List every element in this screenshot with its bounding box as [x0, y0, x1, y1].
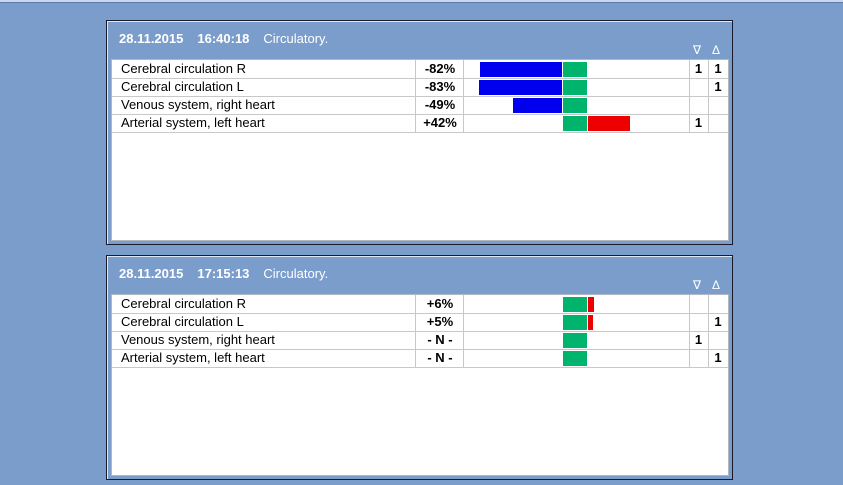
neutral-segment — [563, 80, 587, 95]
deviation-bar — [464, 78, 690, 96]
down-count — [689, 349, 709, 367]
up-count — [709, 331, 727, 349]
down-count — [689, 295, 709, 313]
down-triangle-icon: ∇ — [693, 278, 702, 292]
parameter-value: - N - — [417, 349, 464, 367]
down-count — [689, 96, 709, 114]
positive-segment — [588, 315, 593, 330]
neutral-segment — [563, 333, 587, 348]
up-triangle-icon: Δ — [712, 278, 721, 292]
deviation-bar — [464, 313, 690, 331]
panel-label: Circulatory. — [263, 31, 329, 46]
results-table: Cerebral circulation R +6% Cerebral circ… — [111, 294, 729, 476]
positive-segment — [588, 116, 630, 131]
up-count — [709, 96, 727, 114]
down-count: 1 — [689, 114, 709, 132]
table-row[interactable]: Arterial system, left heart +42% 1 — [112, 114, 728, 133]
parameter-value: - N - — [417, 331, 464, 349]
negative-segment — [513, 98, 562, 113]
results-table: Cerebral circulation R -82% 1 1 Cerebral… — [111, 59, 729, 241]
table-row[interactable]: Arterial system, left heart - N - 1 — [112, 349, 728, 368]
parameter-name: Arterial system, left heart — [112, 114, 416, 132]
table-row[interactable]: Cerebral circulation L +5% 1 — [112, 313, 728, 332]
panel-header: 28.11.2015 17:15:13 Circulatory. — [119, 266, 328, 281]
deviation-bar — [464, 96, 690, 114]
down-count: 1 — [689, 331, 709, 349]
up-count: 1 — [714, 79, 722, 94]
measurement-panel: 28.11.2015 17:15:13 Circulatory. ∇ Δ Cereb… — [106, 255, 733, 480]
down-count — [689, 78, 709, 96]
parameter-name: Cerebral circulation R — [112, 60, 416, 78]
down-count — [689, 313, 709, 331]
neutral-segment — [563, 297, 587, 312]
negative-segment — [480, 62, 562, 77]
parameter-name: Cerebral circulation L — [112, 313, 416, 331]
parameter-name: Cerebral circulation R — [112, 295, 416, 313]
negative-segment — [479, 80, 562, 95]
panel-header: 28.11.2015 16:40:18 Circulatory. — [119, 31, 328, 46]
table-row[interactable]: Cerebral circulation R -82% 1 1 — [112, 60, 728, 79]
neutral-segment — [563, 62, 587, 77]
parameter-name: Cerebral circulation L — [112, 78, 416, 96]
up-count: 1 — [714, 314, 722, 329]
table-row[interactable]: Venous system, right heart - N - 1 — [112, 331, 728, 350]
down-triangle-icon: ∇ — [693, 43, 702, 57]
panel-time: 17:15:13 — [197, 266, 250, 281]
deviation-bar — [464, 295, 690, 313]
neutral-segment — [563, 116, 587, 131]
parameter-name: Venous system, right heart — [112, 96, 416, 114]
table-row[interactable]: Venous system, right heart -49% — [112, 96, 728, 115]
up-count: 1 — [714, 61, 722, 76]
up-triangle-icon: Δ — [712, 43, 721, 57]
parameter-name: Arterial system, left heart — [112, 349, 416, 367]
table-row[interactable]: Cerebral circulation R +6% — [112, 295, 728, 314]
up-count — [709, 295, 727, 313]
parameter-name: Venous system, right heart — [112, 331, 416, 349]
parameter-value: -83% — [417, 78, 464, 96]
window-top-border — [0, 0, 843, 3]
panel-date: 28.11.2015 — [119, 266, 184, 281]
positive-segment — [588, 297, 594, 312]
measurement-panel: 28.11.2015 16:40:18 Circulatory. ∇ Δ Cereb… — [106, 20, 733, 245]
deviation-bar — [464, 60, 690, 78]
parameter-value: +6% — [417, 295, 464, 313]
panel-date: 28.11.2015 — [119, 31, 184, 46]
neutral-segment — [563, 98, 587, 113]
deviation-bar — [464, 349, 690, 367]
up-count — [709, 114, 727, 132]
panel-time: 16:40:18 — [197, 31, 250, 46]
parameter-value: +5% — [417, 313, 464, 331]
neutral-segment — [563, 351, 587, 366]
neutral-segment — [563, 315, 587, 330]
parameter-value: +42% — [417, 114, 464, 132]
table-row[interactable]: Cerebral circulation L -83% 1 — [112, 78, 728, 97]
parameter-value: -82% — [417, 60, 464, 78]
deviation-bar — [464, 114, 690, 132]
up-count: 1 — [714, 350, 722, 365]
deviation-bar — [464, 331, 690, 349]
panel-label: Circulatory. — [263, 266, 329, 281]
down-count: 1 — [689, 60, 709, 78]
parameter-value: -49% — [417, 96, 464, 114]
